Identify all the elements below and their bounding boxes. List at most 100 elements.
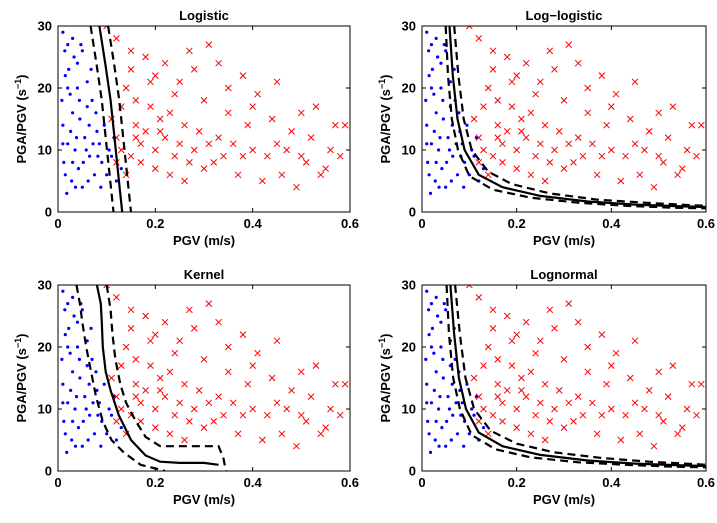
dot-point [87, 123, 91, 127]
cross-point [693, 152, 700, 160]
cross-point [551, 66, 558, 73]
cross-point [151, 146, 159, 154]
dot-point [78, 117, 82, 121]
cross-point [584, 84, 592, 92]
cross-point [127, 66, 135, 73]
cross-point [470, 115, 478, 123]
cross-point [499, 159, 506, 166]
dot-point [425, 30, 429, 34]
cross-point [631, 78, 639, 86]
cross-point [470, 374, 478, 382]
cross-point [142, 312, 149, 320]
cross-point [297, 368, 305, 376]
cross-point [190, 325, 198, 332]
dot-point [83, 395, 87, 399]
plot-area [424, 26, 706, 210]
y-tick-label: 10 [402, 143, 416, 158]
curve-lower-bound [445, 285, 706, 469]
x-tick-label: 0 [418, 475, 425, 490]
dot-point [432, 92, 436, 96]
cross-point [263, 152, 271, 160]
cross-point [494, 134, 502, 141]
dot-point [472, 413, 476, 417]
cross-point [297, 109, 305, 117]
dot-point [427, 49, 431, 53]
cross-point [288, 387, 295, 394]
cross-point [151, 72, 159, 79]
cross-point [669, 362, 677, 369]
cross-point [273, 399, 281, 407]
dot-point [427, 333, 431, 337]
dot-point [63, 308, 67, 312]
dot-point [88, 413, 92, 417]
cross-point [579, 152, 587, 160]
dot-point [91, 401, 95, 405]
dot-point [444, 308, 448, 312]
dot-point [86, 179, 90, 183]
cross-point [215, 134, 222, 141]
dot-point [75, 86, 80, 90]
cross-point [645, 387, 653, 394]
cross-point [283, 146, 291, 154]
dot-point [80, 444, 84, 448]
dot-point [439, 61, 443, 65]
cross-point [631, 399, 639, 407]
dot-point [77, 98, 82, 102]
cross-point [156, 374, 164, 382]
cross-point [302, 418, 310, 425]
dot-point [441, 357, 445, 361]
cross-point [161, 59, 169, 67]
dot-point [460, 401, 464, 405]
cross-point [156, 128, 164, 135]
cross-point [137, 159, 145, 166]
cross-point [171, 152, 179, 160]
cross-point [151, 405, 159, 413]
cross-point [674, 171, 681, 179]
cross-point [307, 134, 315, 141]
y-axis-title-sup: −1 [377, 338, 387, 348]
cross-point [142, 387, 149, 394]
dot-point [91, 142, 95, 146]
dot-point [96, 413, 100, 417]
cross-point [565, 300, 573, 307]
cross-point [631, 140, 639, 148]
cross-point [688, 121, 696, 129]
x-tick-label: 0.2 [146, 216, 164, 231]
cross-point [555, 128, 563, 135]
y-axis-title: PGA/PGV (s−1) [377, 74, 393, 163]
cross-point [650, 183, 658, 191]
cross-point [480, 103, 487, 110]
dot-point [81, 160, 85, 164]
cross-point [612, 90, 620, 98]
dot-point [434, 160, 438, 164]
dot-point [429, 43, 434, 47]
cross-point [113, 294, 120, 301]
dot-point [439, 320, 443, 324]
cross-point [137, 399, 145, 407]
dot-point [63, 74, 67, 78]
y-axis-title-main: PGA/PGV (s [14, 89, 29, 163]
dot-point [436, 407, 441, 411]
dot-point [71, 295, 75, 299]
y-tick-label: 30 [38, 278, 52, 293]
x-tick-label: 0.6 [341, 475, 359, 490]
cross-point [200, 356, 208, 363]
dot-point [74, 395, 79, 399]
x-tick-label: 0.6 [697, 475, 715, 490]
dot-point [441, 376, 445, 380]
cross-point [215, 318, 222, 326]
dot-point [427, 432, 431, 436]
cross-point [181, 121, 188, 129]
cross-point [527, 109, 535, 117]
cross-point [161, 393, 169, 400]
dot-point [433, 438, 437, 442]
cross-point [598, 411, 606, 419]
y-tick-label: 0 [409, 464, 416, 479]
cross-point [541, 121, 549, 129]
dot-point [63, 173, 67, 177]
dot-point [85, 364, 89, 368]
x-tick-label: 0.2 [508, 216, 526, 231]
cross-point [660, 418, 667, 425]
cross-point [171, 411, 179, 419]
dot-point [73, 185, 78, 189]
